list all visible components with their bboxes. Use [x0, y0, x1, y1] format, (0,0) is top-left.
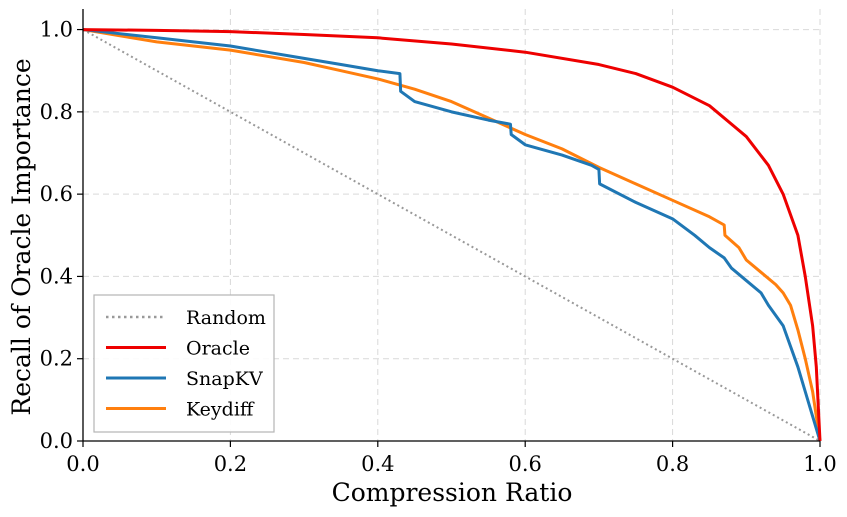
y-tick-label: 1.0	[40, 18, 73, 42]
legend-label-random: Random	[186, 307, 266, 329]
series-line-snapkv	[82, 28, 822, 442]
x-tick-label: 0.0	[66, 452, 99, 476]
series-line-oracle	[82, 28, 822, 442]
x-tick-label: 0.4	[361, 452, 394, 476]
y-tick-label: 0.2	[40, 347, 73, 371]
series-line-random	[82, 28, 821, 442]
series-lines	[82, 28, 822, 442]
legend-label-snapkv: SnapKV	[186, 368, 263, 390]
y-tick-label: 0.6	[40, 182, 73, 206]
legend-label-oracle: Oracle	[186, 338, 250, 360]
y-tick-label: 0.4	[40, 264, 73, 288]
axes	[77, 9, 821, 447]
y-axis-label: Recall of Oracle Importance	[7, 58, 36, 415]
series-line-keydiff	[82, 28, 822, 442]
tick-labels: 0.0 0.2 0.4 0.6 0.8 1.0 0.0 0.2 0.4 0.6 0.8 1.0	[40, 18, 837, 476]
x-axis-label: Compression Ratio	[332, 478, 573, 507]
x-tick-label: 0.2	[214, 452, 247, 476]
x-tick-label: 0.6	[508, 452, 541, 476]
legend: Random Oracle SnapKV Keydiff	[93, 294, 275, 433]
x-tick-label: 0.8	[656, 452, 689, 476]
x-tick-label: 1.0	[803, 452, 836, 476]
legend-label-keydiff: Keydiff	[186, 399, 255, 421]
y-tick-label: 0.8	[40, 100, 73, 124]
y-tick-label: 0.0	[40, 429, 73, 453]
